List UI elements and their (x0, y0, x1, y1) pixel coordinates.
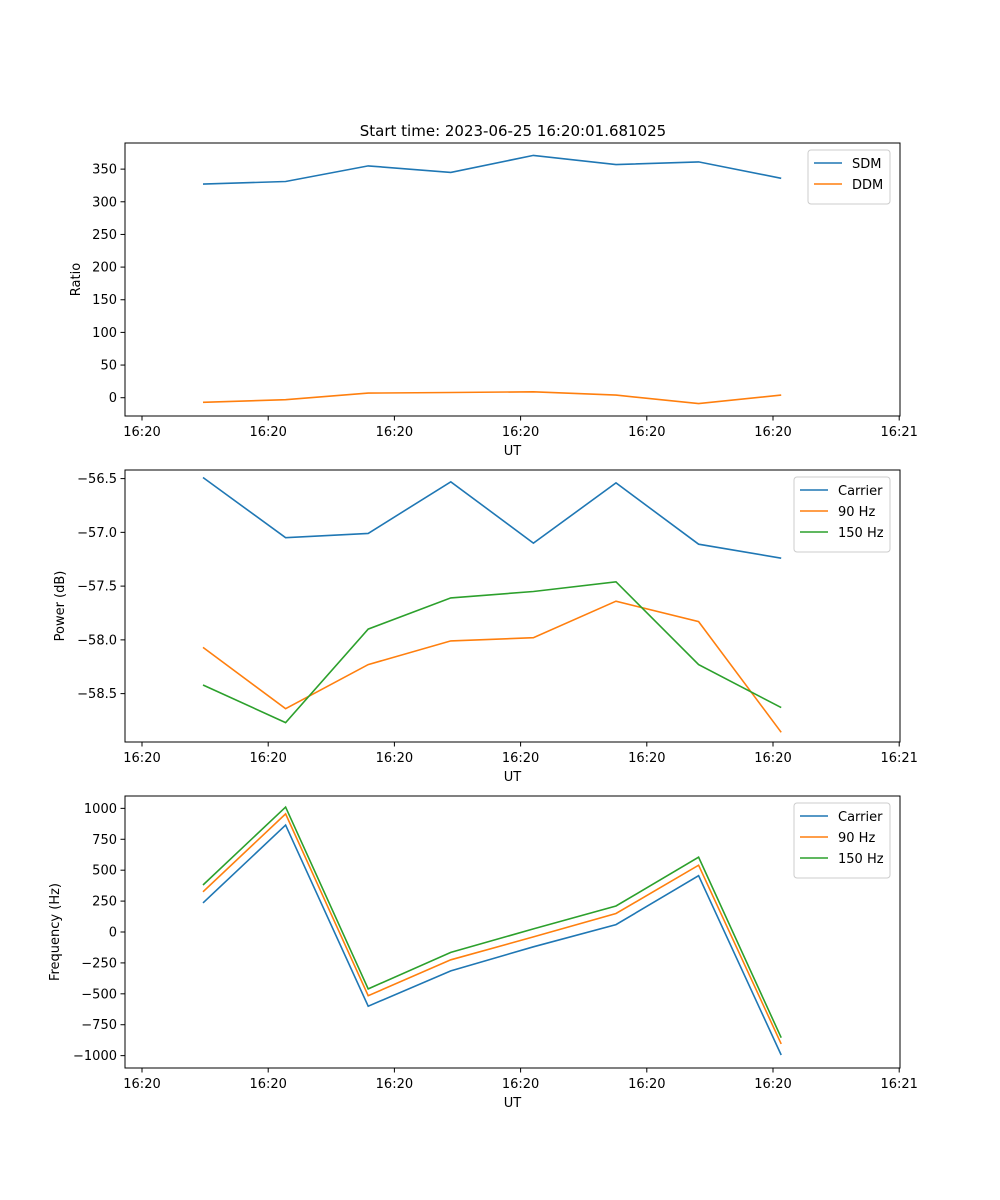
y-tick-label: −57.0 (77, 526, 117, 541)
y-axis-label: Ratio (69, 263, 84, 296)
axes-frame (124, 142, 901, 417)
y-tick-label: −56.5 (77, 472, 117, 487)
x-tick-label: 16:21 (880, 1077, 917, 1092)
series-line-sdm (202, 154, 782, 185)
power-panel: 16:20 16:20 16:20 16:20 16:20 16:20 16:21 −58.5… (53, 469, 918, 785)
x-tick-label: 16:20 (502, 1077, 539, 1092)
y-tick-label: 250 (92, 228, 117, 243)
x-tick-label: 16:20 (502, 425, 539, 440)
x-tick-label: 16:21 (880, 425, 917, 440)
x-axis-label: UT (504, 1096, 522, 1111)
y-axis-label: Frequency (Hz) (48, 883, 63, 981)
legend-label-150-hz: 150 Hz (838, 852, 884, 867)
ratio-panel: 16:20 16:20 16:20 16:20 16:20 16:20 16:21 0 50 10… (69, 142, 918, 459)
x-tick-label: 16:20 (754, 751, 791, 766)
y-tick-label: 250 (92, 895, 117, 910)
x-tick-label: 16:20 (754, 425, 791, 440)
x-tick-label: 16:20 (502, 751, 539, 766)
y-tick-label: 0 (109, 391, 117, 406)
y-tick-label: −500 (81, 987, 117, 1002)
legend-label-sdm: SDM (852, 157, 881, 172)
x-tick-label: 16:20 (249, 425, 286, 440)
y-tick-label: −58.0 (77, 633, 117, 648)
y-tick-label: −57.5 (77, 580, 117, 595)
x-tick-label: 16:20 (249, 751, 286, 766)
legend-box (793, 476, 891, 553)
series-line-150-hz (202, 805, 782, 1039)
legend-label-ddm: DDM (852, 178, 883, 193)
series-line-ddm (202, 390, 782, 405)
y-tick-label: 150 (92, 293, 117, 308)
x-tick-label: 16:20 (628, 751, 665, 766)
y-tick-label: −58.5 (77, 687, 117, 702)
y-tick-label: 200 (92, 261, 117, 276)
y-tick-label: 50 (100, 359, 117, 374)
series-line-150-hz (202, 580, 782, 724)
legend: SDM DDM (807, 149, 891, 205)
figure-title: Start time: 2023-06-25 16:20:01.681025 (360, 122, 666, 140)
x-tick-label: 16:20 (628, 1077, 665, 1092)
series-line-90-hz (202, 812, 782, 1045)
x-tick-label: 16:20 (376, 1077, 413, 1092)
y-tick-label: 100 (92, 326, 117, 341)
x-tick-label: 16:20 (123, 425, 160, 440)
x-tick-label: 16:20 (376, 425, 413, 440)
legend-label-90-hz: 90 Hz (838, 505, 875, 520)
y-tick-label: 1000 (84, 802, 117, 817)
x-tick-label: 16:20 (249, 1077, 286, 1092)
x-tick-label: 16:20 (123, 751, 160, 766)
y-tick-label: 350 (92, 163, 117, 178)
legend-label-150-hz: 150 Hz (838, 526, 884, 541)
legend: Carrier 90 Hz 150 Hz (793, 802, 891, 879)
series-line-carrier (202, 476, 782, 559)
legend-box (793, 802, 891, 879)
x-axis-label: UT (504, 444, 522, 459)
legend: Carrier 90 Hz 150 Hz (793, 476, 891, 553)
legend-label-90-hz: 90 Hz (838, 831, 875, 846)
x-tick-label: 16:20 (754, 1077, 791, 1092)
axes-frame (124, 469, 901, 743)
y-tick-label: 300 (92, 195, 117, 210)
y-tick-label: −1000 (73, 1049, 117, 1064)
x-tick-label: 16:21 (880, 751, 917, 766)
legend-label-carrier: Carrier (838, 810, 883, 825)
frequency-panel: 16:20 16:20 16:20 16:20 16:20 16:20 16:21 −1000… (48, 795, 918, 1111)
x-tick-label: 16:20 (376, 751, 413, 766)
y-tick-label: 750 (92, 833, 117, 848)
x-tick-label: 16:20 (628, 425, 665, 440)
y-tick-label: 500 (92, 864, 117, 879)
x-axis-label: UT (504, 770, 522, 785)
legend-label-carrier: Carrier (838, 484, 883, 499)
axes-frame (124, 795, 901, 1069)
y-tick-label: 0 (109, 926, 117, 941)
y-tick-label: −250 (81, 956, 117, 971)
series-line-90-hz (202, 600, 782, 733)
x-tick-label: 16:20 (123, 1077, 160, 1092)
y-tick-label: −750 (81, 1018, 117, 1033)
y-axis-label: Power (dB) (53, 571, 68, 642)
series-line-carrier (202, 823, 782, 1056)
